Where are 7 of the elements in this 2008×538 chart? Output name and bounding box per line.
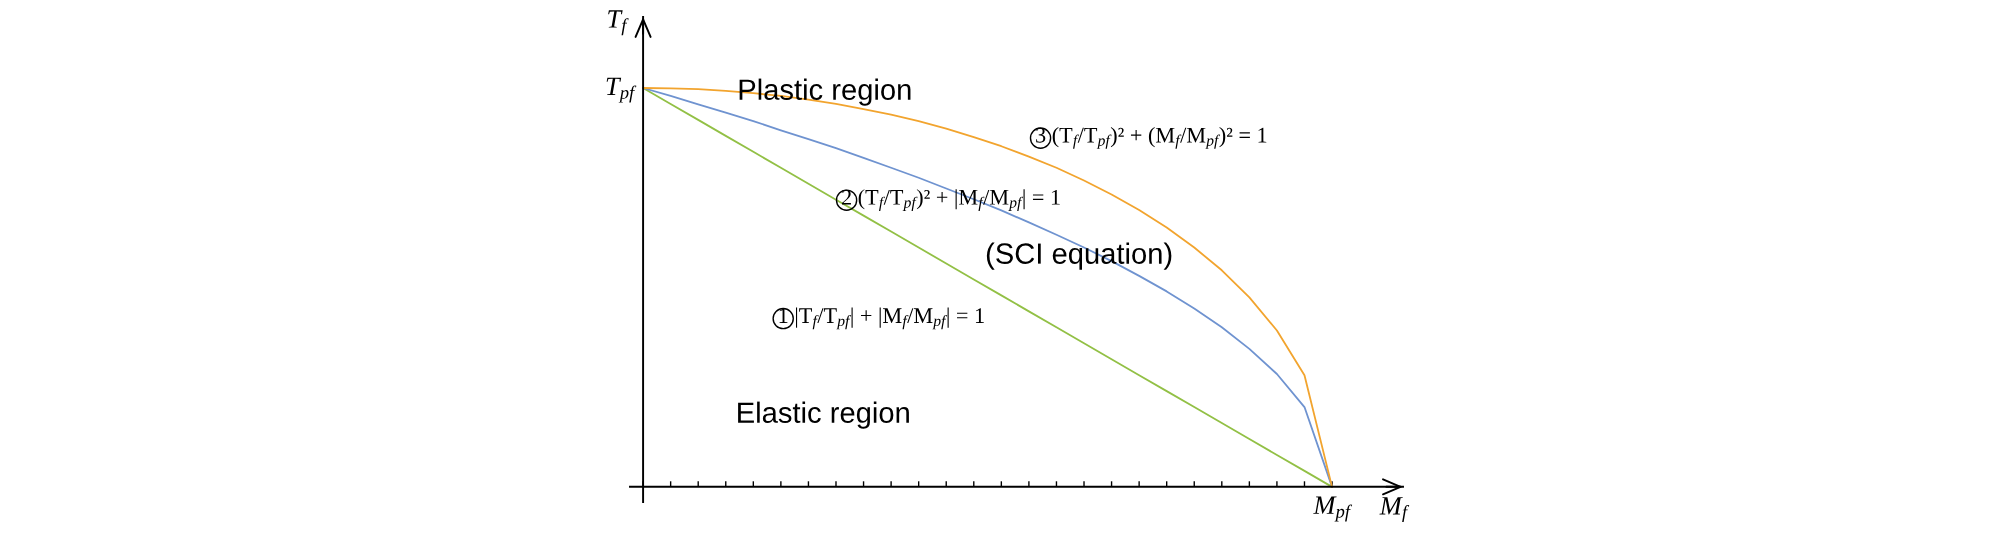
annotation: Elastic region xyxy=(738,401,909,429)
text: 1 |T$_{f}$/T$_{pf}$| + |M$_{f}$/M$_{pf}$| = 1 xyxy=(779,307,984,330)
annotation: Plastic region xyxy=(739,78,911,106)
x-axis-title: M$_{f}$ xyxy=(1379,497,1410,522)
annotation: T$_{pf}$ xyxy=(606,77,637,103)
annotation: M$_{pf}$ xyxy=(1313,496,1353,522)
y-axis-title: T$_{f}$ xyxy=(608,10,629,36)
